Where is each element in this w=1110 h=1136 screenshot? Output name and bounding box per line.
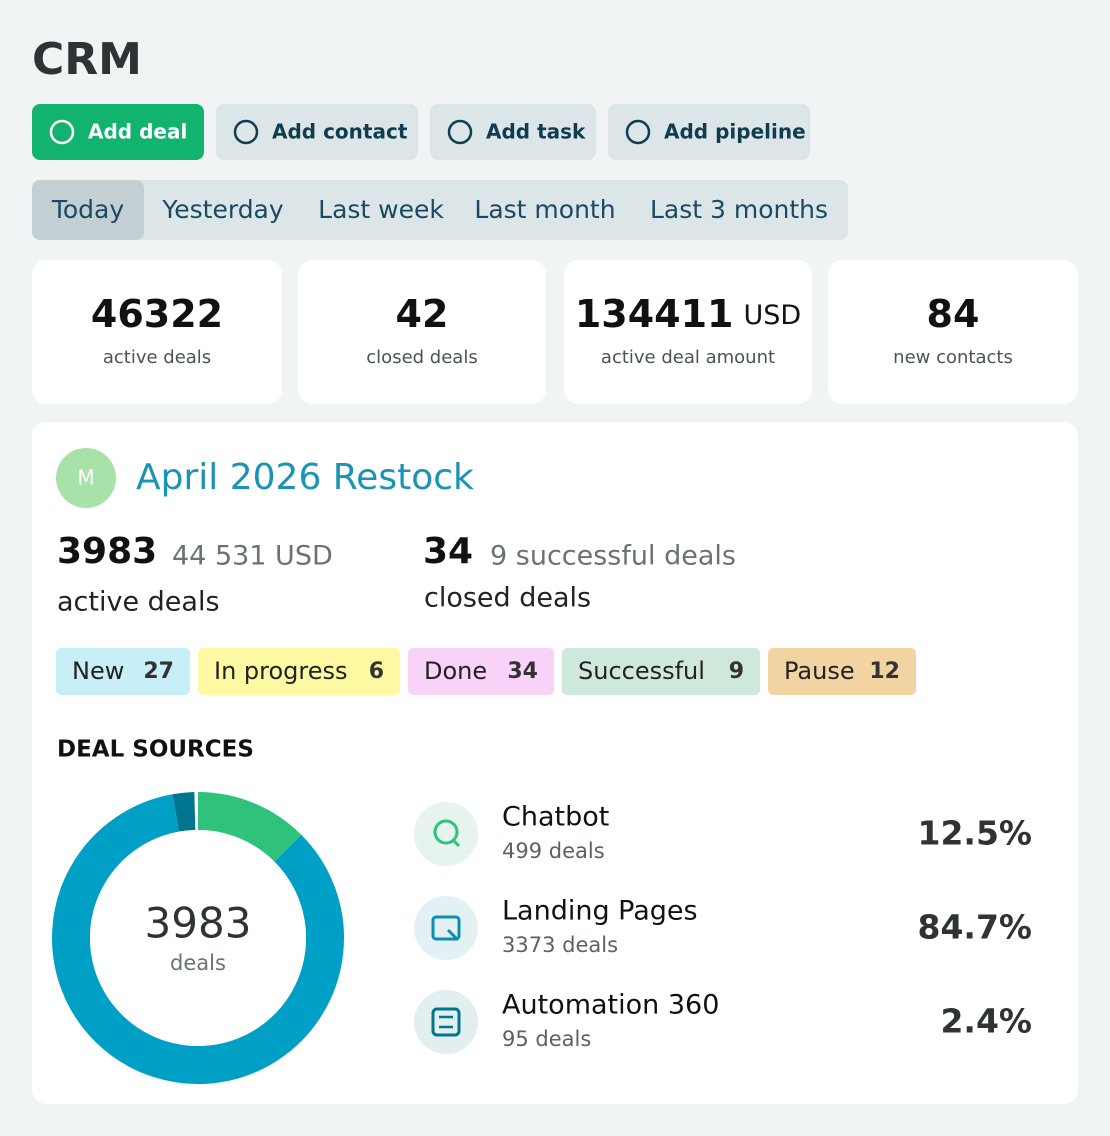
source-percent: 2.4% xyxy=(940,1002,1032,1041)
chart-title: DEAL SOURCES xyxy=(57,737,254,763)
period-tabs xyxy=(32,180,848,240)
stat-number: 42 xyxy=(396,292,449,336)
stat-number: 134411 xyxy=(575,292,734,336)
donut-segment xyxy=(197,792,302,863)
stage-name: New xyxy=(72,657,124,685)
automation-icon xyxy=(431,1007,461,1037)
chatbot-icon xyxy=(433,819,459,845)
period-tab[interactable]: Last month xyxy=(474,195,615,224)
period-tab[interactable]: Today xyxy=(51,195,125,224)
action-label[interactable]: Add task xyxy=(486,120,586,144)
button-icon xyxy=(233,119,259,145)
period-tab[interactable]: Last week xyxy=(318,195,444,224)
chatbot-icon xyxy=(451,838,461,848)
icon-bg xyxy=(414,990,478,1054)
avatar xyxy=(56,448,116,508)
source-name: Chatbot xyxy=(502,802,609,833)
button-icon xyxy=(625,119,651,145)
source-name: Automation 360 xyxy=(502,990,719,1021)
stat-card xyxy=(564,260,812,404)
stat-card xyxy=(828,260,1078,404)
closed-count: 34 xyxy=(423,531,473,572)
closed-label: closed deals xyxy=(424,583,591,614)
action-label[interactable]: Add contact xyxy=(272,120,408,144)
active-amount: 44 531 USD xyxy=(172,541,333,572)
donut-segment xyxy=(52,794,344,1084)
stage-count: 12 xyxy=(869,659,900,684)
source-detail: 95 deals xyxy=(502,1027,591,1051)
period-tab[interactable]: Yesterday xyxy=(161,195,284,224)
stat-label: active deals xyxy=(103,347,211,368)
selected-tab xyxy=(32,180,144,240)
button-icon xyxy=(49,119,75,145)
stage-name: Pause xyxy=(784,657,855,685)
stat-label: new contacts xyxy=(893,347,1013,368)
donut-total: 3983 xyxy=(145,899,252,948)
landing-icon xyxy=(431,915,461,941)
source-percent: 12.5% xyxy=(918,814,1033,853)
stage-name: In progress xyxy=(214,657,348,685)
stat-value: 84 xyxy=(927,292,980,336)
source-detail: 499 deals xyxy=(502,839,605,863)
stage-chip[interactable] xyxy=(768,648,916,695)
action-button[interactable] xyxy=(430,104,596,160)
stage-count: 27 xyxy=(143,659,174,684)
stat-label: closed deals xyxy=(366,347,477,368)
stat-number: 84 xyxy=(927,292,980,336)
source-detail: 3373 deals xyxy=(502,933,618,957)
icon-bg xyxy=(414,896,478,960)
period-tab[interactable]: Last 3 months xyxy=(650,195,828,224)
stage-count: 9 xyxy=(729,659,744,684)
source-percent: 84.7% xyxy=(918,908,1033,947)
avatar-letter: M xyxy=(77,466,94,490)
active-label: active deals xyxy=(57,587,220,618)
action-button[interactable] xyxy=(608,104,810,160)
stage-name: Successful xyxy=(578,657,705,685)
stage-chip[interactable] xyxy=(56,648,190,695)
stat-number: 46322 xyxy=(91,292,223,336)
donut-segment xyxy=(172,792,196,832)
donut-hole xyxy=(90,830,306,1046)
action-label[interactable]: Add pipeline xyxy=(664,120,806,144)
stage-count: 6 xyxy=(369,659,384,684)
stage-chip[interactable] xyxy=(408,648,554,695)
stage-chip[interactable] xyxy=(562,648,760,695)
action-button[interactable] xyxy=(216,104,418,160)
page-title: CRM xyxy=(32,34,142,85)
button-icon xyxy=(447,119,473,145)
stat-label: active deal amount xyxy=(601,347,775,368)
stage-chip[interactable] xyxy=(198,648,400,695)
stat-value: 46322 xyxy=(91,292,223,336)
donut-caption: deals xyxy=(170,951,226,975)
action-button[interactable] xyxy=(32,104,204,160)
stat-value: 134411 USD xyxy=(575,292,801,336)
stat-card xyxy=(298,260,546,404)
stat-unit: USD xyxy=(743,300,801,331)
closed-detail: 9 successful deals xyxy=(490,541,736,572)
automation-icon xyxy=(439,1015,453,1029)
action-label[interactable]: Add deal xyxy=(88,120,187,144)
active-count: 3983 xyxy=(57,531,157,572)
source-name: Landing Pages xyxy=(502,896,698,927)
stage-count: 34 xyxy=(507,659,538,684)
icon-bg xyxy=(414,802,478,866)
landing-icon xyxy=(446,928,460,942)
stat-value: 42 xyxy=(396,292,449,336)
stat-card xyxy=(32,260,282,404)
pipeline-title[interactable]: April 2026 Restock xyxy=(136,457,474,498)
source-icons xyxy=(414,802,478,1054)
stage-name: Done xyxy=(424,657,487,685)
